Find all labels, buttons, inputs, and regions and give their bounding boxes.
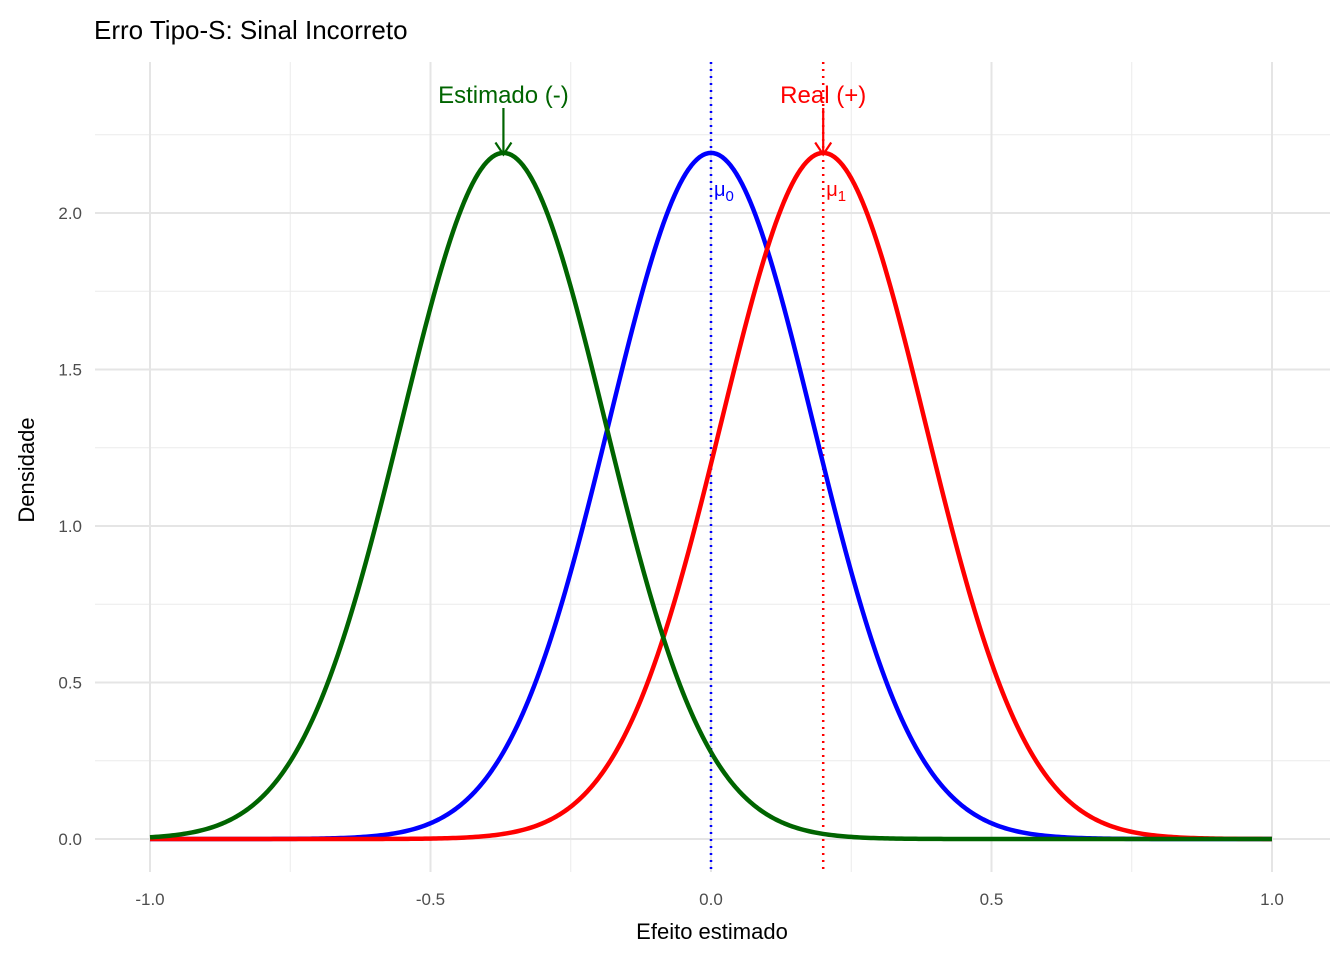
y-tick-label: 2.0 [58, 204, 82, 223]
curves [149, 150, 1273, 842]
x-axis-title: Efeito estimado [636, 919, 788, 944]
x-tick-label: 0.5 [980, 890, 1004, 909]
annotation-label-1: Real (+) [780, 82, 866, 109]
x-tick-label: 0.0 [699, 890, 723, 909]
mu-label-0: μ0 [714, 179, 734, 205]
reference-lines [709, 62, 825, 872]
x-tick-label: -0.5 [416, 890, 445, 909]
mu-label-1: μ1 [826, 179, 846, 205]
annotation-label-0: Estimado (-) [438, 82, 569, 109]
annotation-arrow-1 [814, 108, 833, 157]
density-curve-2 [149, 150, 1272, 842]
y-tick-label: 0.0 [58, 830, 82, 849]
annotation-arrow-0 [494, 108, 513, 157]
chart-title: Erro Tipo-S: Sinal Incorreto [94, 15, 408, 45]
annotations: μ0 μ1 Estimado (-) Real (+) [438, 82, 866, 205]
ticks: -1.0 -0.5 0.0 0.5 1.0 0.0 0.5 1.0 1.5 2.0 [58, 204, 1283, 909]
y-axis-title: Densidade [14, 417, 39, 522]
y-tick-label: 1.0 [58, 517, 82, 536]
y-tick-label: 0.5 [58, 674, 82, 693]
x-tick-label: -1.0 [135, 890, 164, 909]
x-tick-label: 1.0 [1260, 890, 1284, 909]
y-tick-label: 1.5 [58, 361, 82, 380]
density-curve-1 [150, 150, 1273, 842]
